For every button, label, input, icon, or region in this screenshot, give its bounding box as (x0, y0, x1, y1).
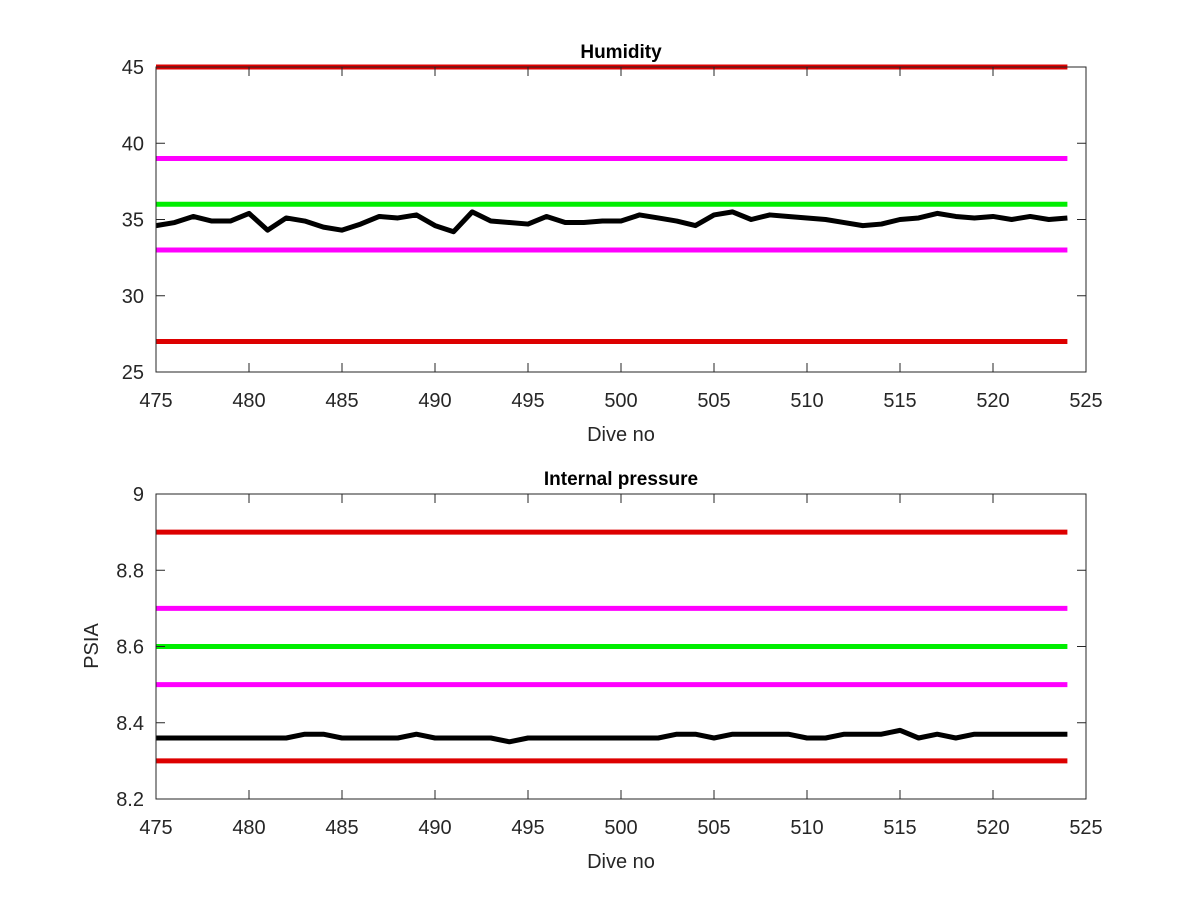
humidity-y-tick-label: 35 (122, 210, 144, 232)
humidity-y-tick-label: 30 (122, 286, 144, 308)
pressure-x-axis-label: Dive no (587, 851, 655, 873)
pressure-series (156, 727, 1068, 745)
pressure-x-tick-label: 480 (232, 817, 265, 839)
humidity-x-tick-label: 510 (790, 390, 823, 412)
humidity-x-tick-label: 475 (139, 390, 172, 412)
humidity-y-tick-label: 25 (122, 362, 144, 384)
pressure-x-tick-label: 485 (325, 817, 358, 839)
pressure-y-tick-label: 8.8 (116, 560, 144, 582)
pressure-x-tick-label: 495 (511, 817, 544, 839)
humidity-x-tick-label: 525 (1069, 390, 1102, 412)
pressure-x-tick-label: 525 (1069, 817, 1102, 839)
pressure-title: Internal pressure (544, 469, 698, 490)
pressure-ticks: 475 480 485 490 495 500 505 510 515 520 525 8.2 8.4 8… (116, 484, 1103, 839)
pressure-data-line-0 (156, 727, 1068, 745)
pressure-y-tick-label: 9 (133, 484, 144, 506)
pressure-y-tick-label: 8.6 (116, 637, 144, 659)
pressure-threshold-lines (156, 529, 1068, 764)
humidity-ticks: 475 480 485 490 495 500 505 510 515 520 525 25 30 35 4… (122, 57, 1103, 412)
humidity-x-tick-label: 485 (325, 390, 358, 412)
humidity-x-axis-label: Dive no (587, 424, 655, 446)
humidity-title: Humidity (580, 42, 662, 63)
pressure-x-tick-label: 500 (604, 817, 637, 839)
humidity-x-tick-label: 480 (232, 390, 265, 412)
humidity-x-tick-label: 505 (697, 390, 730, 412)
humidity-y-tick-label: 40 (122, 133, 144, 155)
pressure-y-tick-label: 8.2 (116, 789, 144, 811)
pressure-y-axis-label: PSIA (81, 623, 103, 669)
pressure-x-tick-label: 520 (976, 817, 1009, 839)
humidity-x-tick-label: 515 (883, 390, 916, 412)
humidity-y-tick-label: 45 (122, 57, 144, 79)
humidity-x-tick-label: 490 (418, 390, 451, 412)
humidity-x-tick-label: 495 (511, 390, 544, 412)
humidity-x-tick-label: 500 (604, 390, 637, 412)
pressure-x-tick-label: 510 (790, 817, 823, 839)
humidity-data-line-0 (155, 209, 1068, 235)
pressure-y-tick-label: 8.4 (116, 713, 144, 735)
pressure-subplot: 475 480 485 490 495 500 505 510 515 520 525 8.2 8.4 8… (81, 469, 1103, 873)
humidity-subplot: 475 480 485 490 495 500 505 510 515 520 525 25 30 35 4… (122, 42, 1103, 446)
pressure-x-tick-label: 475 (139, 817, 172, 839)
pressure-x-tick-label: 505 (697, 817, 730, 839)
pressure-x-tick-label: 515 (883, 817, 916, 839)
humidity-x-tick-label: 520 (976, 390, 1009, 412)
pressure-x-tick-label: 490 (418, 817, 451, 839)
humidity-series (155, 209, 1068, 235)
